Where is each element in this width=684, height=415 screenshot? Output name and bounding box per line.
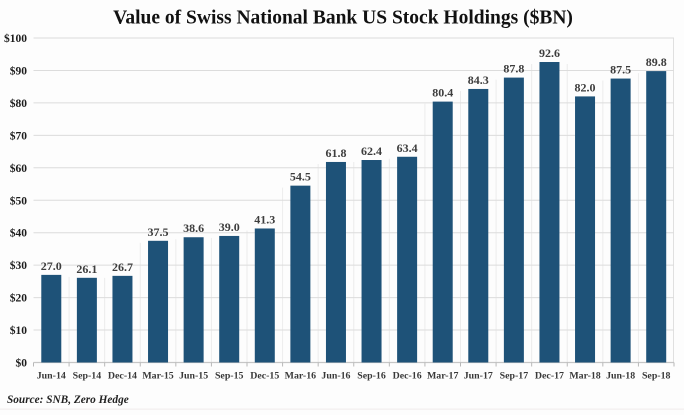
svg-text:$40: $40	[10, 227, 28, 240]
svg-text:37.5: 37.5	[148, 225, 169, 239]
svg-text:61.8: 61.8	[325, 146, 346, 160]
svg-text:Sep-14: Sep-14	[73, 371, 102, 382]
svg-text:Sep-17: Sep-17	[500, 371, 529, 382]
svg-text:27.0: 27.0	[41, 259, 62, 273]
svg-text:26.1: 26.1	[76, 262, 97, 276]
svg-text:82.0: 82.0	[575, 80, 596, 94]
svg-text:38.6: 38.6	[183, 221, 204, 235]
svg-text:Jun-18: Jun-18	[606, 371, 635, 382]
svg-text:39.0: 39.0	[219, 220, 240, 234]
svg-text:Jun-15: Jun-15	[179, 371, 208, 382]
svg-text:Dec-17: Dec-17	[535, 371, 564, 382]
svg-text:87.5: 87.5	[610, 63, 631, 77]
svg-text:$100: $100	[4, 32, 27, 45]
svg-text:80.4: 80.4	[432, 86, 453, 100]
svg-text:Sep-18: Sep-18	[642, 371, 671, 382]
svg-text:Dec-15: Dec-15	[250, 371, 279, 382]
svg-text:$90: $90	[10, 64, 28, 77]
svg-text:$30: $30	[10, 259, 28, 272]
svg-text:$20: $20	[10, 292, 28, 305]
svg-text:41.3: 41.3	[254, 212, 275, 226]
svg-text:Source: SNB, Zero Hedge: Source: SNB, Zero Hedge	[7, 394, 129, 406]
svg-text:$60: $60	[10, 162, 28, 175]
svg-text:87.8: 87.8	[503, 62, 524, 76]
svg-text:Mar-18: Mar-18	[569, 371, 600, 382]
svg-text:Value of Swiss National Bank U: Value of Swiss National Bank US Stock Ho…	[113, 8, 573, 29]
svg-text:$70: $70	[10, 129, 28, 142]
svg-text:63.4: 63.4	[397, 141, 418, 155]
svg-text:Sep-15: Sep-15	[215, 371, 244, 382]
svg-text:62.4: 62.4	[361, 144, 382, 158]
svg-text:$0: $0	[16, 357, 28, 370]
svg-text:89.8: 89.8	[646, 55, 667, 69]
svg-text:Dec-14: Dec-14	[108, 371, 137, 382]
svg-text:Jun-17: Jun-17	[464, 371, 493, 382]
svg-text:Mar-16: Mar-16	[285, 371, 316, 382]
svg-text:$80: $80	[10, 97, 28, 110]
svg-text:84.3: 84.3	[468, 73, 489, 87]
svg-text:Dec-16: Dec-16	[393, 371, 422, 382]
svg-text:54.5: 54.5	[290, 170, 311, 184]
svg-text:Sep-16: Sep-16	[357, 371, 386, 382]
svg-text:Jun-16: Jun-16	[321, 371, 350, 382]
svg-text:92.6: 92.6	[539, 46, 560, 60]
svg-text:Jun-14: Jun-14	[37, 371, 66, 382]
svg-text:26.7: 26.7	[112, 260, 133, 274]
svg-text:$50: $50	[10, 194, 28, 207]
svg-text:$10: $10	[10, 324, 28, 337]
svg-text:Mar-17: Mar-17	[427, 371, 458, 382]
svg-text:Mar-15: Mar-15	[142, 371, 173, 382]
